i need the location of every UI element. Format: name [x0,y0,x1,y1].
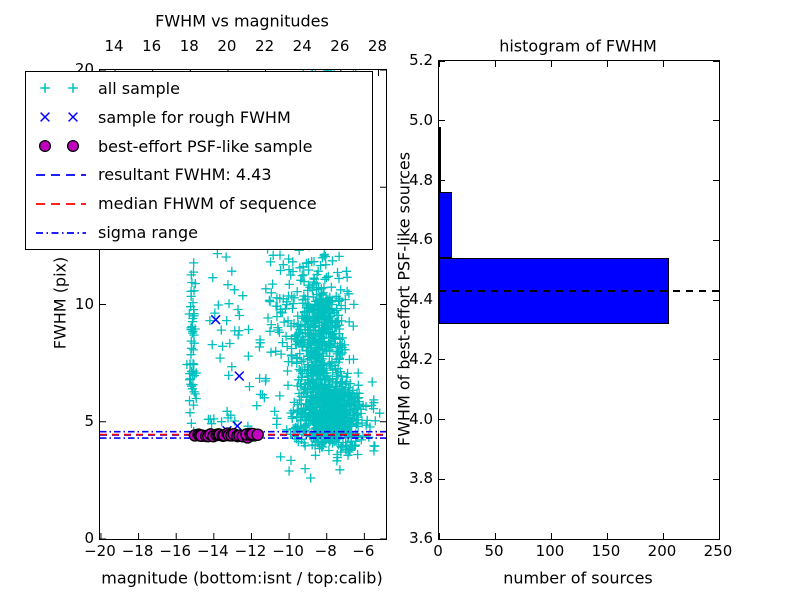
x-tick [494,533,496,539]
hist-x-tick-label: 0 [433,542,443,560]
scatter-circle-legend-icon [38,140,80,153]
x-bottom-tick-label: −6 [352,542,375,560]
y-tick [439,60,445,62]
x-top-tick-label: 16 [142,37,162,55]
x-bottom-tick-label: −12 [234,542,267,560]
hist-y-tick-label: 5.0 [409,110,433,129]
hist-y-tick-label: 5.2 [409,51,433,69]
y-tick-right [713,538,719,540]
hist-y-tick-label: 4.4 [409,290,433,308]
legend-item-label: sample for rough FWHM [98,107,291,127]
y-tick [439,538,445,540]
y-tick [439,180,445,181]
x-tick-top [494,61,496,67]
x-bottom-tick-label: −14 [197,542,229,560]
scatter-plus-legend-icon [40,83,78,94]
legend-item-label: resultant FWHM: 4.43 [98,165,272,185]
legend-item: resultant FWHM: 4.43 [26,164,372,186]
x-tick-top [606,61,608,67]
x-tick [438,533,440,539]
x-bottom-tick-label: −10 [272,542,304,560]
x-bottom-tick-label: −20 [84,542,116,560]
y-tick-right [713,419,719,420]
x-tick [662,533,664,539]
line-dashed-legend-icon [36,202,86,205]
legend-item: best-effort PSF-like sample [26,135,372,157]
hist-y-tick-label: 3.6 [409,529,433,547]
scatter-plot-canvas [100,70,386,539]
y-tick-right [713,120,719,122]
hist-y-tick-label: 4.2 [409,349,433,368]
left-yaxis-label: FWHM (pix) [50,256,70,350]
y-tick-label: 0 [84,529,94,547]
right-plot-title: histogram of FWHM [499,36,657,56]
line-dashed-legend-icon [36,173,86,176]
x-tick [606,533,608,539]
legend-item-label: sigma range [98,223,198,243]
y-tick [439,419,445,420]
y-tick [439,478,445,480]
hist-x-tick-label: 50 [484,542,504,560]
left-plot-title: FWHM vs magnitudes [155,11,329,31]
hist-x-tick-label: 250 [703,542,733,560]
y-tick [439,359,445,361]
scatter-x-legend-icon [40,112,78,123]
y-tick-right [713,239,719,241]
histogram-bar [439,126,441,193]
x-top-tick-label: 14 [104,37,124,55]
legend-item-label: all sample [98,78,180,98]
legend-item: sample for rough FWHM [26,106,372,128]
y-tick-label: 5 [84,411,94,430]
all-sample-series [182,70,385,483]
x-top-tick-label: 20 [217,37,237,55]
x-top-tick-label: 22 [255,37,275,55]
hist-y-tick-label: 4.0 [409,409,433,428]
x-top-tick-label: 18 [179,37,199,55]
hist-x-tick-label: 150 [591,542,621,560]
y-tick-right [713,180,719,181]
y-tick [439,120,445,122]
y-tick-right [713,359,719,361]
x-top-tick-label: 24 [292,37,312,55]
x-top-tick-label: 28 [367,37,388,55]
right-axes [438,60,720,540]
x-bottom-tick-label: −16 [159,542,192,560]
legend-item-label: median FHWM of sequence [98,194,317,214]
hist-y-tick-label: 4.6 [409,230,433,249]
x-top-tick-label: 26 [330,37,350,55]
x-tick-top [550,61,552,67]
legend-item-label: best-effort PSF-like sample [98,136,313,156]
legend-item: sigma range [26,222,372,244]
x-bottom-tick-label: −18 [121,542,154,560]
x-tick [550,533,552,539]
x-tick-top [718,61,720,67]
legend-item: all sample [26,77,372,99]
hist-x-tick-label: 100 [535,542,565,560]
x-tick-top [662,61,664,67]
x-tick [718,533,720,539]
right-xaxis-label: number of sources [503,568,653,588]
line-dashdot-legend-icon [36,231,86,234]
y-tick-right [713,60,719,62]
hist-y-tick-label: 3.8 [409,469,433,488]
x-tick-top [438,61,440,67]
y-tick-right [713,299,719,301]
median-dash-line [439,290,719,293]
hist-x-tick-label: 200 [647,542,677,560]
legend-item: median FHWM of sequence [26,193,372,215]
psf-sample-series [188,427,264,444]
legend-box: all sample sample for rough FWHM best-effo… [25,71,373,250]
left-xaxis-label: magnitude (bottom:isnt / top:calib) [101,568,383,588]
y-tick-label: 10 [74,294,94,313]
y-tick-right [713,478,719,480]
histogram-bar [439,192,453,259]
hist-y-tick-label: 4.8 [409,170,433,189]
x-bottom-tick-label: −8 [314,542,337,560]
